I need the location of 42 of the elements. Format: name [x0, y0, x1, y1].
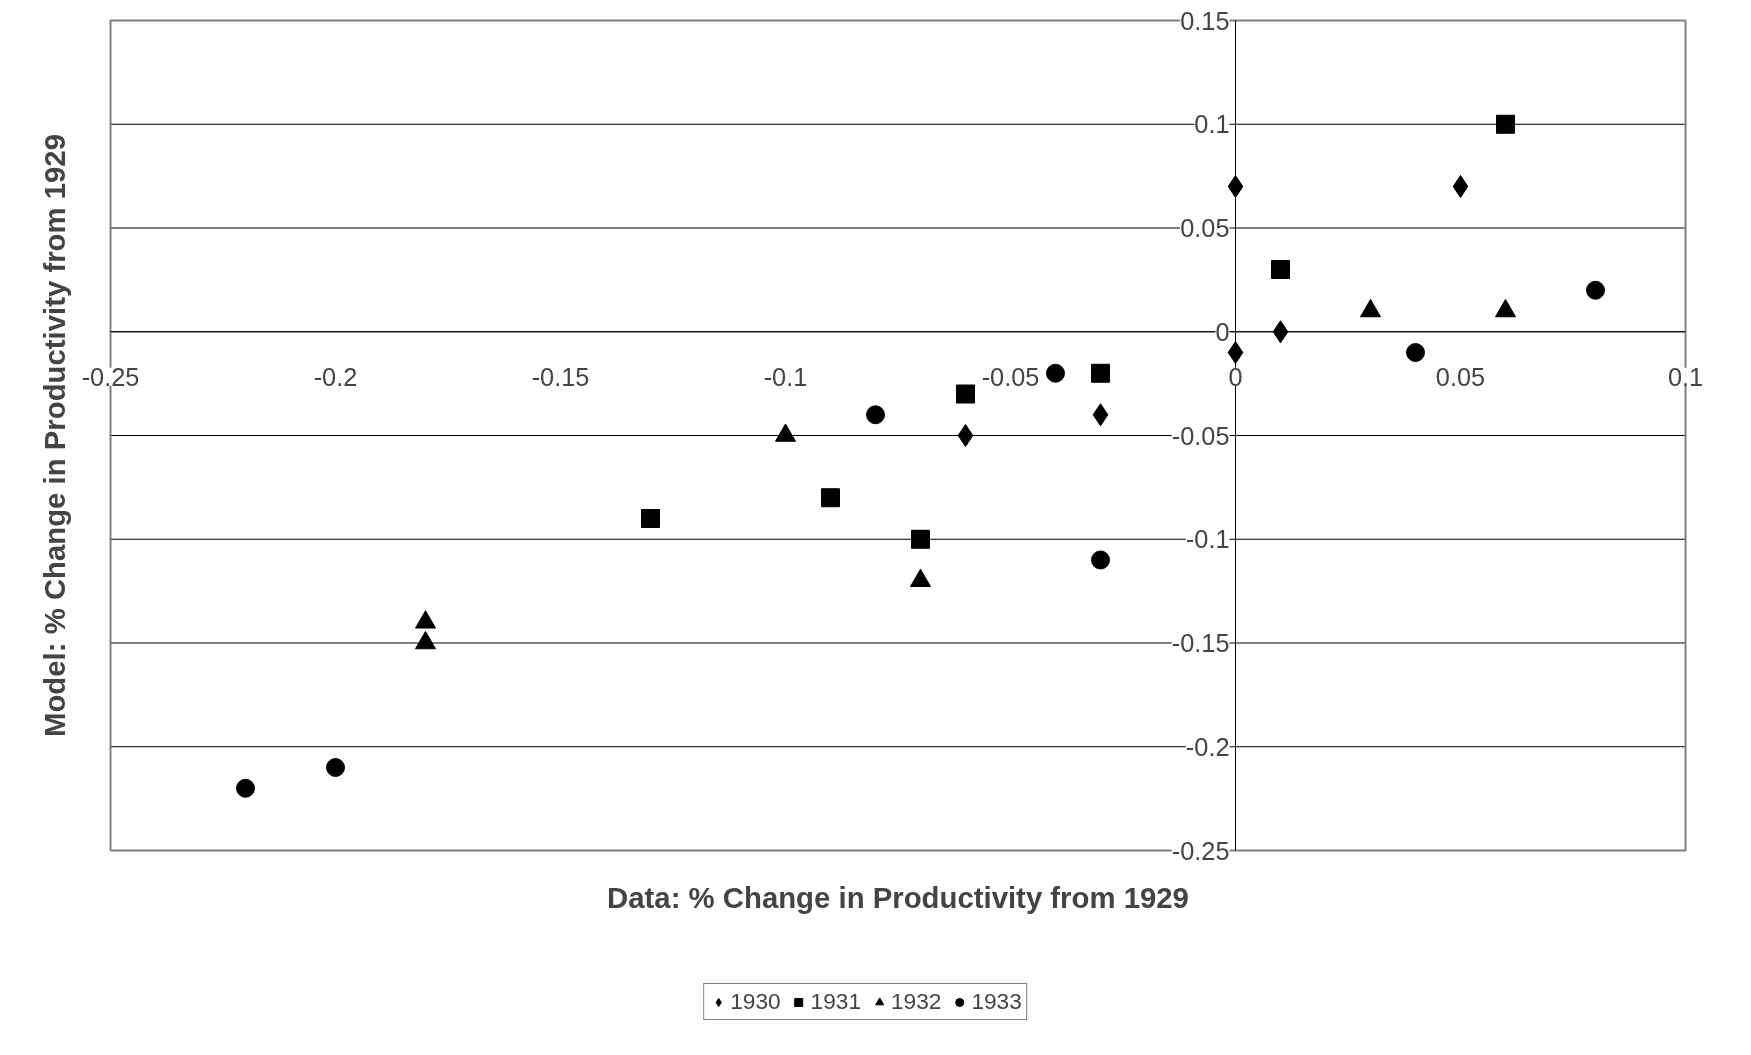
- point: [1227, 341, 1244, 364]
- point: [1091, 550, 1110, 570]
- legend-label: 1930: [730, 988, 781, 1015]
- point: [1586, 280, 1605, 300]
- x-tick-label: -0.05: [981, 362, 1040, 391]
- point: [1227, 175, 1244, 198]
- point: [1092, 403, 1109, 427]
- y-tick-label: -0.1: [1185, 525, 1230, 554]
- y-tick-label: -0.15: [1171, 629, 1230, 657]
- x-tick-label: 0.1: [1667, 362, 1704, 391]
- x-axis-title: Data: % Change in Productivity from 1929: [607, 880, 1189, 914]
- y-tick-label: 0.05: [1180, 214, 1230, 242]
- point: [641, 509, 660, 528]
- x-tick-label: -0.1: [763, 362, 808, 391]
- x-tick-label: -0.25: [81, 362, 140, 391]
- point: [1406, 343, 1425, 362]
- legend-label: 1932: [891, 988, 942, 1015]
- point: [326, 758, 345, 777]
- point: [1452, 175, 1469, 198]
- point: [1046, 363, 1065, 383]
- point: [911, 529, 930, 549]
- legend-label: 1933: [971, 988, 1022, 1015]
- point: [1496, 114, 1515, 134]
- point: [236, 778, 255, 798]
- y-tick-label: -0.05: [1171, 421, 1230, 450]
- point: [957, 424, 974, 447]
- point: [821, 488, 840, 508]
- x-tick-label: -0.2: [313, 362, 358, 391]
- y-axis-title: Model: % Change in Productivity from 1929: [37, 134, 71, 737]
- point: [956, 384, 975, 404]
- x-tick-label: -0.15: [531, 362, 590, 391]
- y-tick-label: 0: [1215, 317, 1230, 346]
- y-tick-label: -0.2: [1185, 732, 1230, 761]
- legend-label: 1931: [810, 988, 861, 1015]
- point: [1091, 363, 1110, 383]
- y-tick-label: 0.15: [1180, 6, 1230, 35]
- x-tick-label: 0.05: [1435, 362, 1486, 391]
- y-tick-label: -0.25: [1171, 836, 1230, 865]
- point: [1272, 320, 1289, 344]
- point: [1271, 260, 1290, 279]
- y-tick-label: 0.1: [1194, 110, 1230, 139]
- point: [866, 405, 885, 425]
